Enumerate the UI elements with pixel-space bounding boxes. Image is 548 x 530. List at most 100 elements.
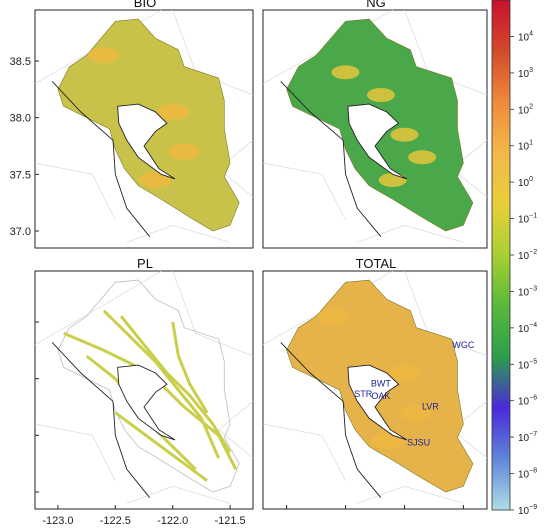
pipeline-route [102, 309, 220, 459]
colorbar-label-exponent: −4 [529, 322, 537, 329]
ng-map-panel [262, 9, 488, 249]
urban-hotspot [139, 172, 172, 188]
colorbar-label-exponent: −3 [529, 285, 537, 292]
urban-hotspot [378, 173, 407, 187]
colorbar-label-base: 10 [518, 324, 530, 335]
county-line [172, 270, 254, 357]
colorbar-label-exponent: 4 [529, 30, 533, 37]
county-line [126, 485, 231, 504]
colorbar-label: 10−9 [518, 504, 537, 517]
y-tick-label: 38.0 [10, 113, 31, 125]
y-tick-label: 38.5 [10, 56, 31, 68]
x-tick-label: -123.0 [42, 515, 73, 527]
colorbar-label-exponent: 1 [529, 140, 533, 147]
colorbar-label: 10−6 [518, 395, 537, 408]
panel-title-pl: PL [137, 256, 153, 271]
bay-water [117, 364, 176, 441]
county-line [357, 485, 464, 504]
colorbar-label-base: 10 [518, 360, 530, 371]
colorbar-label-base: 10 [518, 506, 530, 517]
colorbar-label-exponent: −9 [529, 504, 537, 511]
colorbar-label-exponent: −7 [529, 431, 537, 438]
colorbar-labels: 10410310210110010−110−210−310−410−510−61… [510, 30, 537, 517]
site-label-str: STR [354, 389, 373, 399]
urban-hotspot [331, 65, 360, 80]
y-tick-label: 37.0 [10, 226, 31, 238]
colorbar-label: 10−5 [518, 358, 537, 371]
pl-map-panel [34, 270, 254, 510]
total-map-panel [262, 270, 488, 510]
colorbar-label-base: 10 [518, 287, 530, 298]
colorbar-label-exponent: 2 [529, 103, 533, 110]
bay-water [347, 364, 408, 441]
panel-title-bio: BIO [134, 0, 156, 10]
coastline [280, 81, 382, 237]
urban-hotspot [390, 127, 419, 142]
colorbar-label: 10−2 [518, 249, 537, 262]
colorbar-label-base: 10 [518, 251, 530, 262]
colorbar-label-exponent: −8 [529, 468, 537, 475]
county-line [126, 224, 231, 243]
colorbar-label-base: 10 [518, 397, 530, 408]
colorbar-gradient [491, 0, 511, 511]
colorbar-label-exponent: −5 [529, 358, 537, 365]
bay-water [347, 103, 408, 180]
colorbar-label: 10−4 [518, 322, 537, 335]
bio-map-panel [34, 9, 254, 249]
pipeline-route [119, 315, 232, 454]
x-tick-label: -122.0 [157, 515, 188, 527]
site-label-sjsu: SJSU [407, 438, 430, 448]
colorbar [491, 0, 511, 511]
urban-hotspot [168, 143, 201, 160]
urban-hotspot [400, 404, 433, 421]
colorbar-label-exponent: −1 [529, 213, 537, 220]
site-label-wgc: WGC [452, 340, 474, 350]
county-line [262, 423, 346, 481]
county-line [34, 162, 116, 220]
y-axis-tick-labels: 38.5 38.0 37.5 37.0 [10, 56, 39, 493]
urban-hotspot [388, 365, 421, 381]
colorbar-label: 10−7 [518, 431, 537, 444]
site-label-bwt: BWT [371, 379, 391, 389]
county-lines [34, 270, 254, 504]
colorbar-label-base: 10 [518, 470, 530, 481]
coastline [280, 342, 382, 498]
urban-hotspot [87, 47, 120, 64]
county-line [34, 270, 162, 346]
urban-hotspot [370, 433, 403, 449]
colorbar-label: 103 [518, 67, 533, 80]
colorbar-label-exponent: −2 [529, 249, 537, 256]
colorbar-label-base: 10 [518, 32, 530, 43]
colorbar-label-base: 10 [518, 433, 530, 444]
urban-hotspot [156, 104, 189, 120]
colorbar-label-exponent: −6 [529, 395, 537, 402]
colorbar-label-exponent: 0 [529, 176, 533, 183]
county-line [262, 162, 346, 220]
site-label-lvr: LVR [422, 401, 439, 411]
county-line [218, 401, 254, 459]
colorbar-label-base: 10 [518, 69, 530, 80]
colorbar-label-exponent: 3 [529, 67, 533, 74]
x-axis-tick-labels: -123.0 -122.5 -122.0 -121.5 [42, 505, 464, 527]
county-line [34, 423, 116, 481]
colorbar-label-base: 10 [518, 142, 530, 153]
pipeline-route [171, 321, 209, 414]
county-line [357, 224, 464, 243]
colorbar-label: 10−3 [518, 285, 537, 298]
colorbar-label: 10−8 [518, 468, 537, 481]
urban-hotspot [317, 308, 350, 325]
colorbar-label-base: 10 [518, 178, 530, 189]
urban-hotspot [408, 150, 437, 165]
colorbar-label: 102 [518, 103, 533, 116]
y-tick-label: 37.5 [10, 169, 31, 181]
x-tick-label: -122.5 [100, 515, 131, 527]
pipeline-route [114, 411, 208, 482]
site-label-oak: OAK [371, 391, 390, 401]
urban-hotspot [366, 88, 395, 102]
x-tick-label: -121.5 [214, 515, 245, 527]
panel-title-total: TOTAL [356, 256, 397, 271]
colorbar-label: 104 [518, 30, 533, 43]
bay-water [117, 103, 176, 180]
